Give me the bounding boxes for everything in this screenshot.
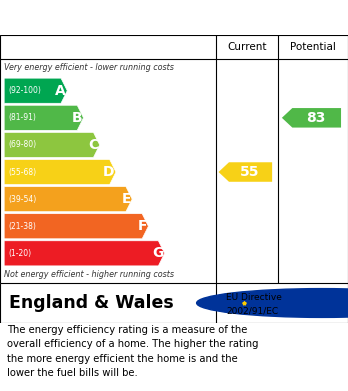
Text: (21-38): (21-38) xyxy=(8,222,36,231)
Text: Not energy efficient - higher running costs: Not energy efficient - higher running co… xyxy=(4,271,174,280)
Polygon shape xyxy=(219,162,272,182)
Text: 83: 83 xyxy=(306,111,326,125)
Polygon shape xyxy=(4,78,67,103)
Polygon shape xyxy=(282,108,341,127)
Text: (39-54): (39-54) xyxy=(8,195,37,204)
Polygon shape xyxy=(4,241,165,266)
Text: EU Directive: EU Directive xyxy=(226,292,282,301)
Text: Very energy efficient - lower running costs: Very energy efficient - lower running co… xyxy=(4,63,174,72)
Text: C: C xyxy=(88,138,98,152)
Text: England & Wales: England & Wales xyxy=(9,294,173,312)
Text: Potential: Potential xyxy=(290,42,336,52)
Text: F: F xyxy=(137,219,147,233)
Text: A: A xyxy=(55,84,66,98)
Polygon shape xyxy=(4,105,84,130)
Text: (69-80): (69-80) xyxy=(8,140,37,149)
Polygon shape xyxy=(4,133,100,158)
Text: (1-20): (1-20) xyxy=(8,249,31,258)
Circle shape xyxy=(197,289,348,317)
Text: D: D xyxy=(103,165,114,179)
Text: (81-91): (81-91) xyxy=(8,113,36,122)
Polygon shape xyxy=(4,160,116,185)
Polygon shape xyxy=(4,213,148,239)
Polygon shape xyxy=(4,187,132,212)
Text: 55: 55 xyxy=(240,165,259,179)
Text: Current: Current xyxy=(227,42,267,52)
Text: (92-100): (92-100) xyxy=(8,86,41,95)
Text: The energy efficiency rating is a measure of the
overall efficiency of a home. T: The energy efficiency rating is a measur… xyxy=(7,325,259,378)
Text: B: B xyxy=(71,111,82,125)
Text: 2002/91/EC: 2002/91/EC xyxy=(226,307,278,316)
Text: (55-68): (55-68) xyxy=(8,167,37,176)
Text: Energy Efficiency Rating: Energy Efficiency Rating xyxy=(9,11,219,26)
Text: G: G xyxy=(152,246,163,260)
Text: E: E xyxy=(121,192,131,206)
